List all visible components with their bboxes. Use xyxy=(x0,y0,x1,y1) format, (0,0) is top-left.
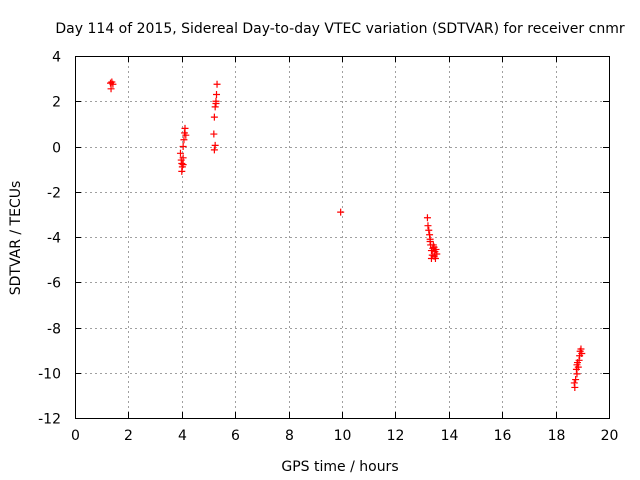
y-tick-label: -4 xyxy=(47,231,61,247)
x-tick-label: 10 xyxy=(334,428,352,444)
y-tick-labels: -12 -10 -8 -6 -4 -2 0 2 4 xyxy=(38,50,61,428)
chart-title: Day 114 of 2015, Sidereal Day-to-day VTE… xyxy=(55,21,624,37)
data-point xyxy=(574,363,582,371)
data-point xyxy=(211,103,219,111)
y-tick-label: 0 xyxy=(52,141,61,157)
data-point xyxy=(213,90,221,98)
data-point xyxy=(571,383,579,391)
y-axis-label: SDTVAR / TECUs xyxy=(8,181,24,296)
data-point xyxy=(210,146,218,154)
x-tick-label: 6 xyxy=(231,428,240,444)
data-point xyxy=(423,214,431,222)
plot-frame xyxy=(75,56,610,419)
data-point xyxy=(430,243,438,251)
data-point xyxy=(181,124,189,132)
x-tick-labels: 0 2 4 6 8 10 12 14 16 18 20 xyxy=(71,428,618,444)
y-tick-label: -8 xyxy=(47,322,61,338)
data-points xyxy=(107,78,586,391)
x-tick-label: 8 xyxy=(285,428,294,444)
data-point xyxy=(427,254,435,262)
y-tick-label: -10 xyxy=(38,367,61,383)
grid-lines xyxy=(75,56,609,418)
data-point xyxy=(107,85,115,93)
data-point xyxy=(182,131,190,139)
y-tick-label: -6 xyxy=(47,276,61,292)
data-point xyxy=(179,154,187,162)
data-point xyxy=(179,143,187,150)
data-point xyxy=(577,345,585,353)
data-point xyxy=(210,130,218,138)
data-point xyxy=(176,149,184,157)
data-point xyxy=(425,226,433,234)
y-tick-label: -2 xyxy=(47,186,61,202)
data-point xyxy=(180,136,188,144)
x-tick-label: 16 xyxy=(494,428,512,444)
x-axis-label: GPS time / hours xyxy=(281,459,398,475)
data-point xyxy=(213,80,221,88)
x-tick-label: 12 xyxy=(387,428,405,444)
data-point xyxy=(179,161,187,169)
x-tick-label: 18 xyxy=(548,428,566,444)
x-tick-label: 2 xyxy=(124,428,133,444)
data-point xyxy=(211,141,219,149)
y-tick-label: 4 xyxy=(52,50,61,66)
x-tick-label: 4 xyxy=(178,428,187,444)
data-point xyxy=(426,238,434,246)
data-point xyxy=(424,222,432,230)
data-point xyxy=(212,100,220,108)
data-point xyxy=(337,208,345,216)
data-point xyxy=(572,376,580,384)
data-point xyxy=(178,167,186,175)
y-tick-label: -12 xyxy=(38,412,61,428)
data-point xyxy=(573,370,581,378)
x-tick-label: 14 xyxy=(441,428,459,444)
data-point xyxy=(210,113,218,121)
data-point xyxy=(109,80,117,88)
data-point xyxy=(433,250,441,258)
x-tick-label: 0 xyxy=(71,428,80,444)
x-tick-label: 20 xyxy=(601,428,619,444)
y-tick-label: 2 xyxy=(52,95,61,111)
data-point xyxy=(578,350,586,358)
